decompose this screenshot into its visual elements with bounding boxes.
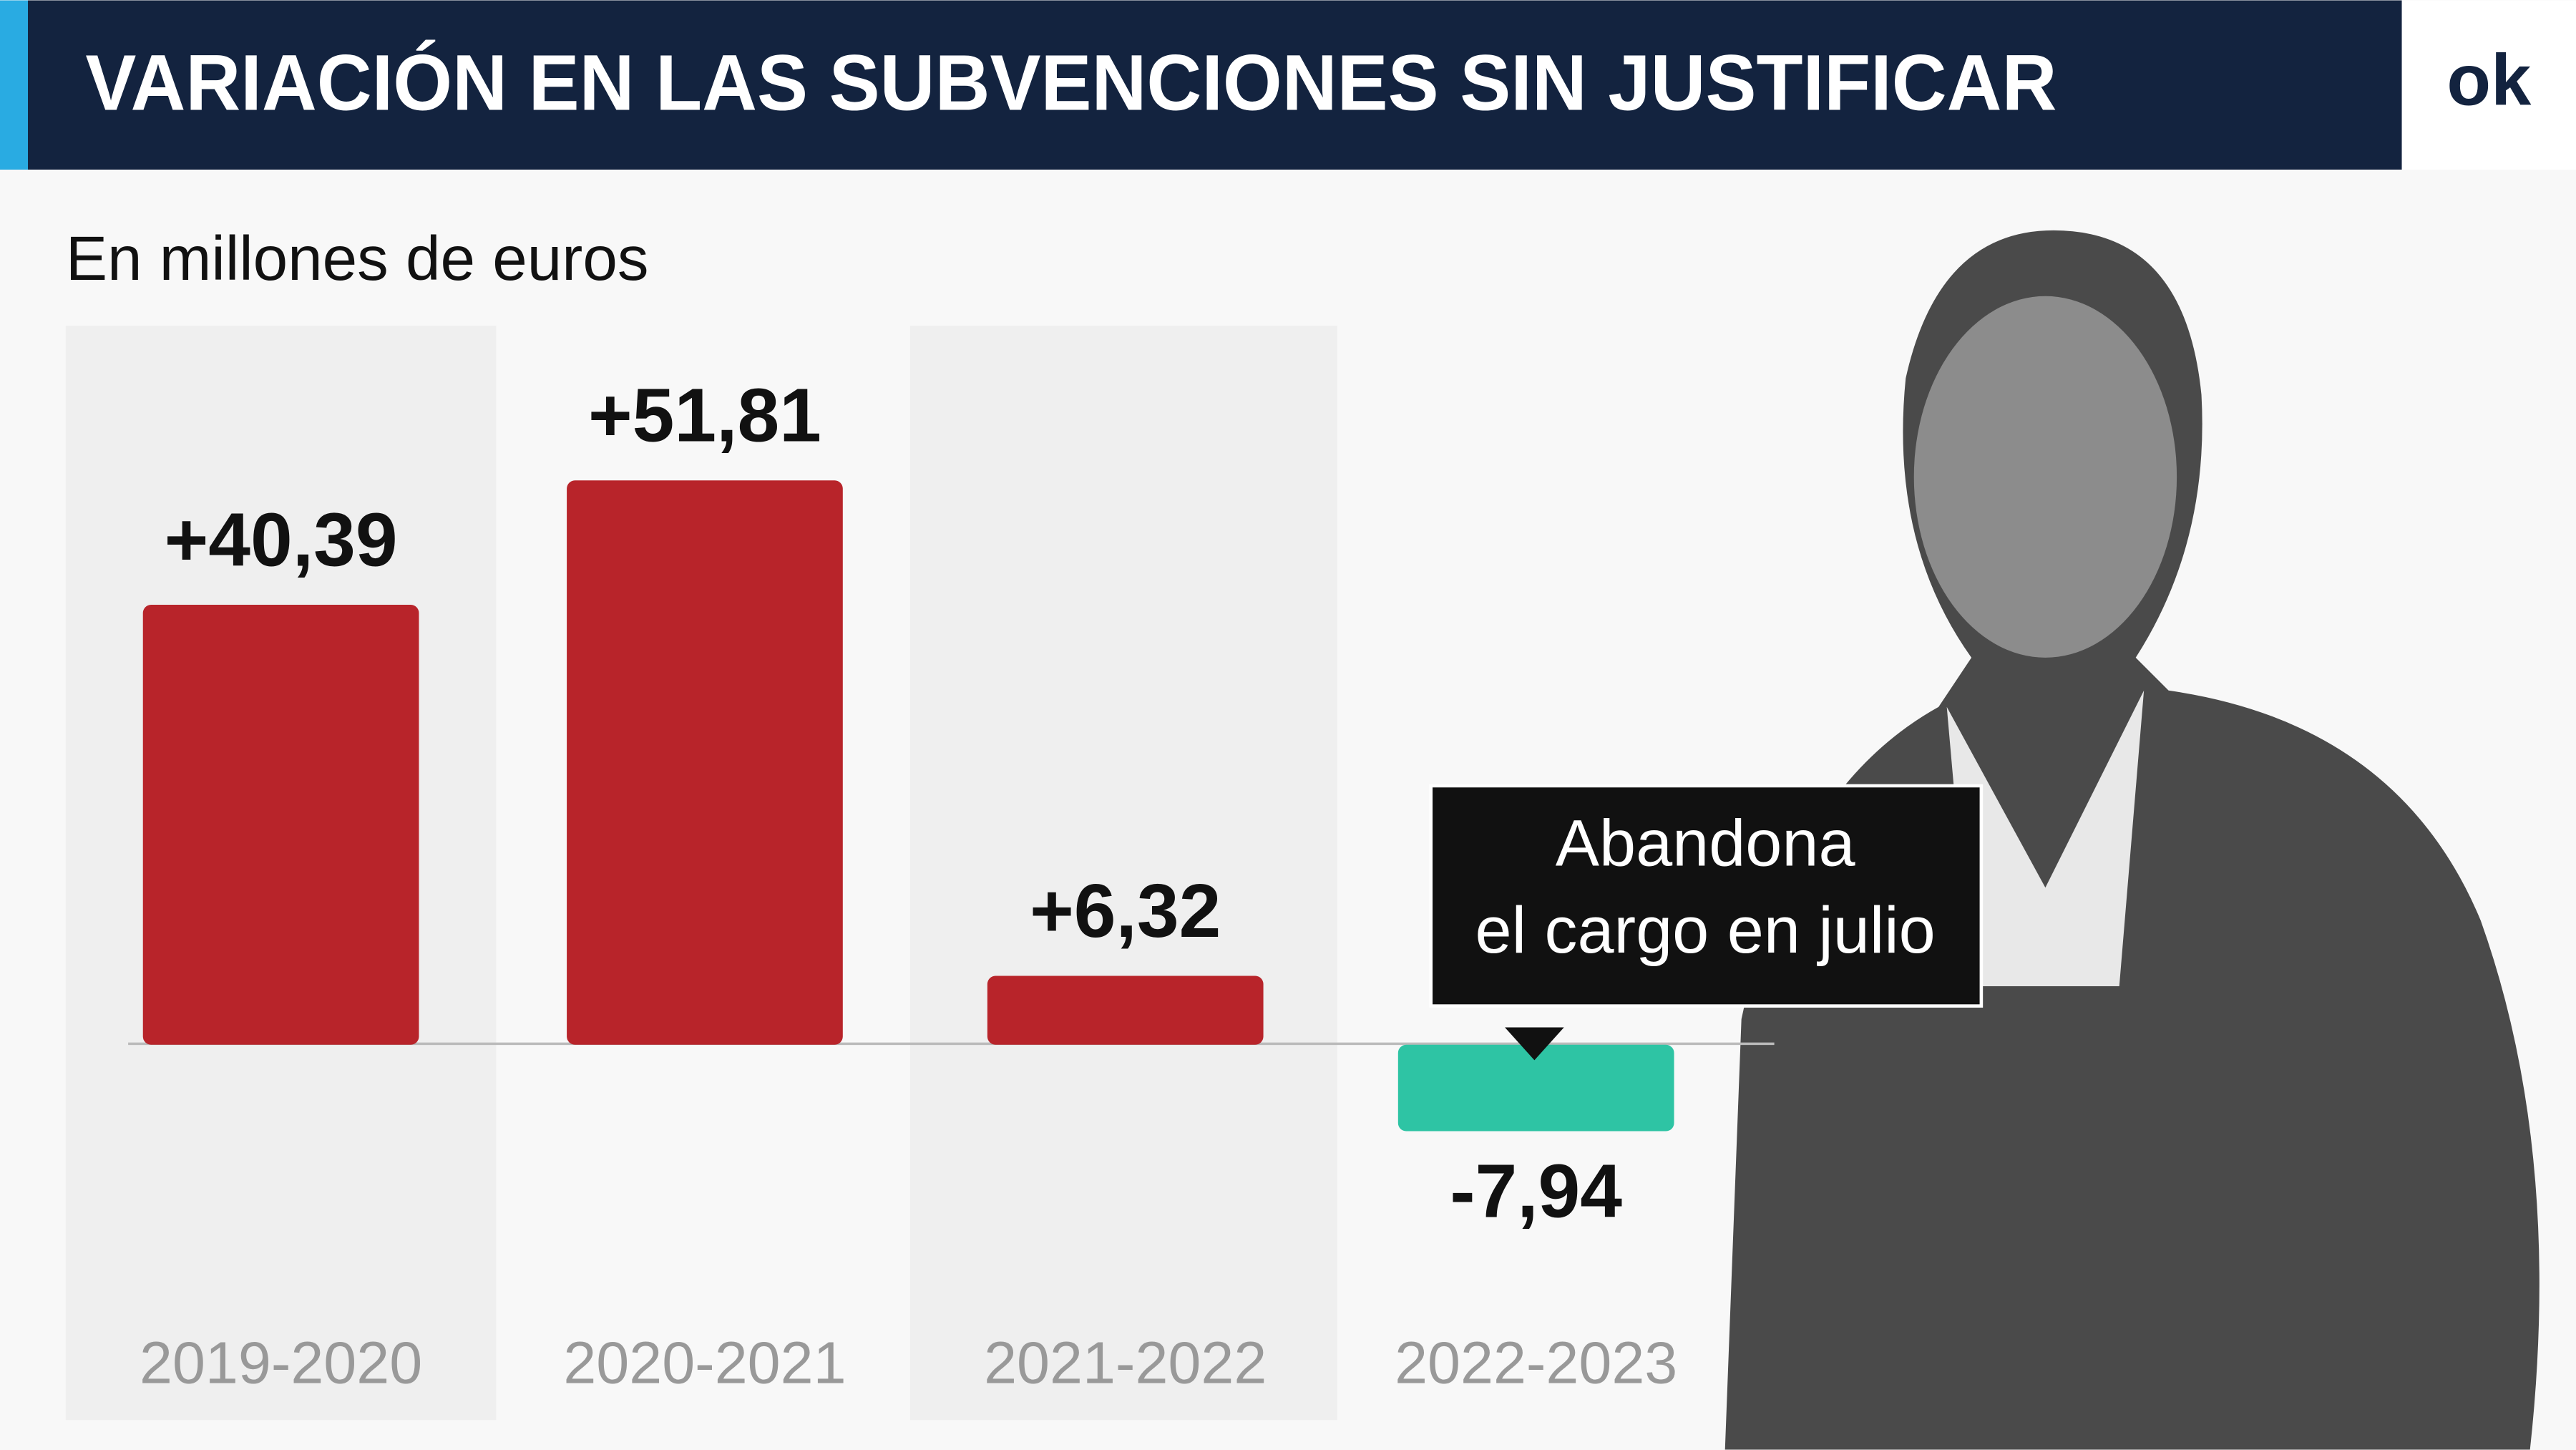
annotation-pointer xyxy=(1505,1027,1564,1061)
bar xyxy=(987,975,1264,1045)
x-tick-label: 2019-2020 xyxy=(140,1330,422,1396)
column-shade xyxy=(909,326,1337,1421)
x-tick-label: 2020-2021 xyxy=(563,1330,846,1396)
value-label: +51,81 xyxy=(588,373,821,457)
annotation: Abandona el cargo en julio xyxy=(1429,784,1984,1061)
x-tick-label: 2021-2022 xyxy=(984,1330,1267,1396)
chart-title: VARIACIÓN EN LAS SUBVENCIONES SIN JUSTIF… xyxy=(85,39,2057,127)
x-tick-label: 2022-2023 xyxy=(1395,1330,1677,1396)
header-band xyxy=(0,0,2402,170)
value-label: +6,32 xyxy=(1030,869,1221,953)
bar xyxy=(567,480,843,1045)
portrait-face xyxy=(1913,296,2177,658)
logo: ok xyxy=(2446,41,2532,121)
logo-box xyxy=(2401,0,2576,170)
annotation-box xyxy=(1429,784,1984,1008)
header-accent xyxy=(0,0,29,170)
value-label: -7,94 xyxy=(1450,1149,1622,1233)
annotation-text: Abandona xyxy=(1556,807,1856,880)
value-label: +40,39 xyxy=(165,497,398,582)
bar xyxy=(142,605,419,1045)
portrait xyxy=(1724,230,2540,1450)
chart-subtitle: En millones de euros xyxy=(66,224,649,293)
portrait-shirt xyxy=(1946,690,2145,987)
bar xyxy=(1397,1044,1674,1132)
annotation-text: el cargo en julio xyxy=(1475,894,1936,967)
